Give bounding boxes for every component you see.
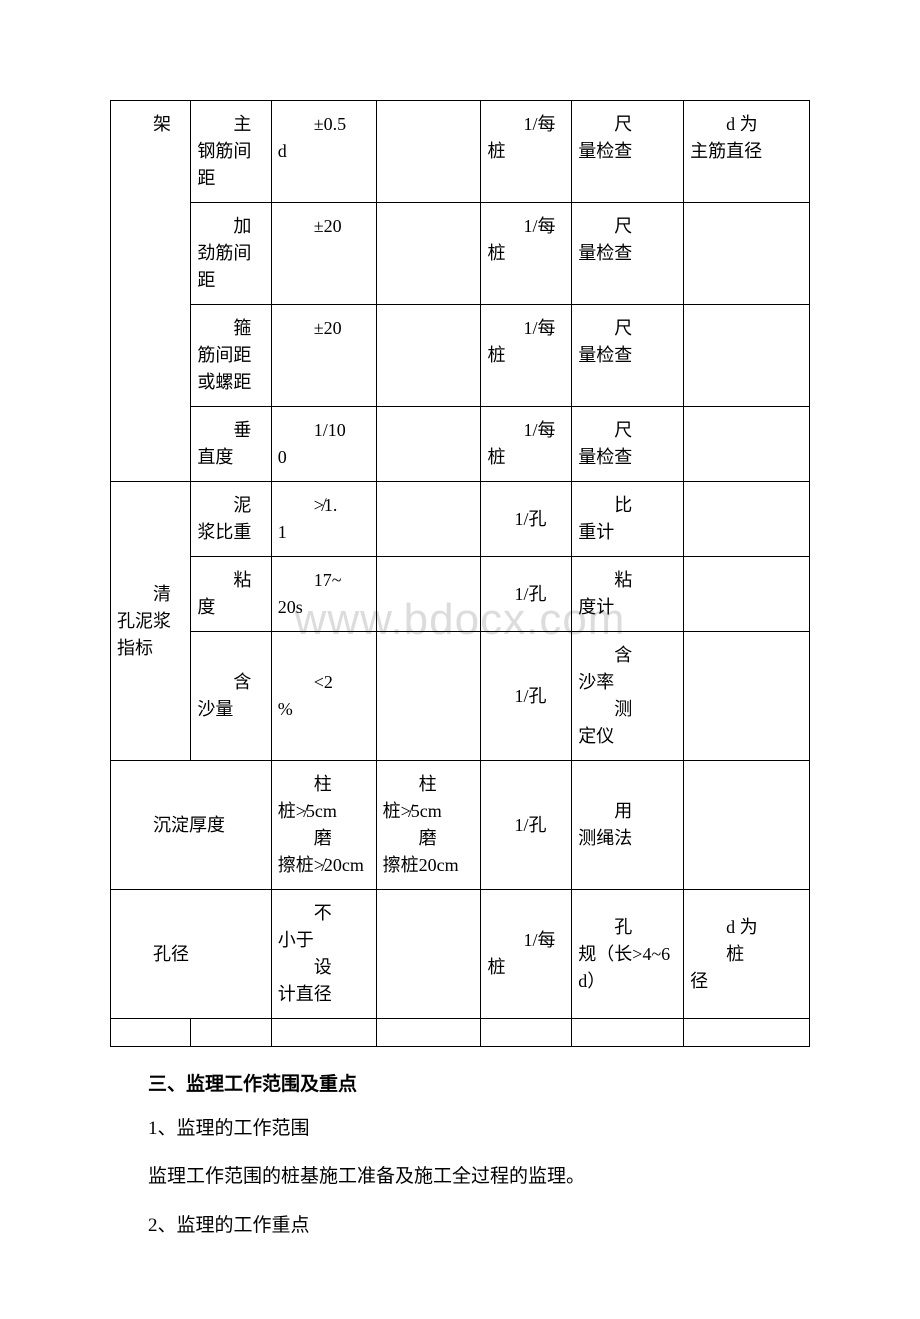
cell-merged: 孔径 xyxy=(111,890,272,1019)
cell xyxy=(684,203,810,305)
cell-category: 清孔泥浆指标 xyxy=(111,482,191,761)
cell xyxy=(684,407,810,482)
cell: 柱桩≯5cm磨擦桩≯20cm xyxy=(271,761,376,890)
table-row: 垂直度 1/100 1/每桩 尺量检查 xyxy=(111,407,810,482)
cell: 粘度 xyxy=(191,557,271,632)
table-row: 沉淀厚度 柱桩≯5cm磨擦桩≯20cm 柱桩≯5cm磨擦桩20cm 1/孔 用测… xyxy=(111,761,810,890)
cell xyxy=(684,305,810,407)
cell xyxy=(111,1019,191,1047)
cell: ±20 xyxy=(271,305,376,407)
table-row: 孔径 不小于设计直径 1/每桩 孔规（长>4~6d） d 为桩径 xyxy=(111,890,810,1019)
cell: 粘度计 xyxy=(572,557,684,632)
cell xyxy=(376,632,481,761)
cell: 1/每桩 xyxy=(481,101,572,203)
cell: 柱桩≯5cm磨擦桩20cm xyxy=(376,761,481,890)
table-row-empty xyxy=(111,1019,810,1047)
table-row: 清孔泥浆指标 泥浆比重 ≯1.1 1/孔 比重计 xyxy=(111,482,810,557)
cell: 尺量检查 xyxy=(572,203,684,305)
cell xyxy=(376,557,481,632)
cell: 17~20s xyxy=(271,557,376,632)
cell: 含沙率测定仪 xyxy=(572,632,684,761)
cell: 泥浆比重 xyxy=(191,482,271,557)
table-row: 箍筋间距或螺距 ±20 1/每桩 尺量检查 xyxy=(111,305,810,407)
cell: 1/每桩 xyxy=(481,203,572,305)
cell xyxy=(376,203,481,305)
cell: 1/孔 xyxy=(481,761,572,890)
cell-category: 架 xyxy=(111,101,191,482)
cell xyxy=(481,1019,572,1047)
cell: 尺量检查 xyxy=(572,101,684,203)
cell: 1/每桩 xyxy=(481,890,572,1019)
cell xyxy=(376,101,481,203)
cell xyxy=(376,482,481,557)
cell: d 为桩径 xyxy=(684,890,810,1019)
cell: 1/孔 xyxy=(481,482,572,557)
cell xyxy=(572,1019,684,1047)
cell: 1/每桩 xyxy=(481,305,572,407)
cell: ±20 xyxy=(271,203,376,305)
cell: 孔规（长>4~6d） xyxy=(572,890,684,1019)
table-row: 粘度 17~20s 1/孔 粘度计 xyxy=(111,557,810,632)
cell: ±0.5d xyxy=(271,101,376,203)
section-heading: 三、监理工作范围及重点 xyxy=(110,1069,810,1096)
cell: 用测绳法 xyxy=(572,761,684,890)
cell: 比重计 xyxy=(572,482,684,557)
table-row: 架 主钢筋间距 ±0.5d 1/每桩 尺量检查 d 为主筋直径 xyxy=(111,101,810,203)
paragraph: 监理工作范围的桩基施工准备及施工全过程的监理。 xyxy=(110,1162,810,1192)
spec-table: 架 主钢筋间距 ±0.5d 1/每桩 尺量检查 d 为主筋直径 加劲筋间距 ±2… xyxy=(110,100,810,1047)
paragraph: 1、监理的工作范围 xyxy=(110,1114,810,1144)
cell: 含沙量 xyxy=(191,632,271,761)
cell: 垂直度 xyxy=(191,407,271,482)
cell xyxy=(684,557,810,632)
cell: 加劲筋间距 xyxy=(191,203,271,305)
cell: 主钢筋间距 xyxy=(191,101,271,203)
cell xyxy=(376,890,481,1019)
cell xyxy=(376,1019,481,1047)
cell xyxy=(191,1019,271,1047)
cell: <2% xyxy=(271,632,376,761)
cell xyxy=(684,761,810,890)
cell xyxy=(684,1019,810,1047)
cell: 尺量检查 xyxy=(572,407,684,482)
cell: 1/孔 xyxy=(481,632,572,761)
cell: 1/每桩 xyxy=(481,407,572,482)
table-row: 含沙量 <2% 1/孔 含沙率测定仪 xyxy=(111,632,810,761)
table-row: 加劲筋间距 ±20 1/每桩 尺量检查 xyxy=(111,203,810,305)
cell-merged: 沉淀厚度 xyxy=(111,761,272,890)
cell: 1/100 xyxy=(271,407,376,482)
cell: d 为主筋直径 xyxy=(684,101,810,203)
cell xyxy=(684,482,810,557)
cell xyxy=(684,632,810,761)
body-text-section: 三、监理工作范围及重点 1、监理的工作范围 监理工作范围的桩基施工准备及施工全过… xyxy=(110,1069,810,1241)
cell: 箍筋间距或螺距 xyxy=(191,305,271,407)
cell: ≯1.1 xyxy=(271,482,376,557)
cell: 不小于设计直径 xyxy=(271,890,376,1019)
cell: 尺量检查 xyxy=(572,305,684,407)
cell xyxy=(376,305,481,407)
cell: 1/孔 xyxy=(481,557,572,632)
cell xyxy=(271,1019,376,1047)
cell xyxy=(376,407,481,482)
paragraph: 2、监理的工作重点 xyxy=(110,1211,810,1241)
